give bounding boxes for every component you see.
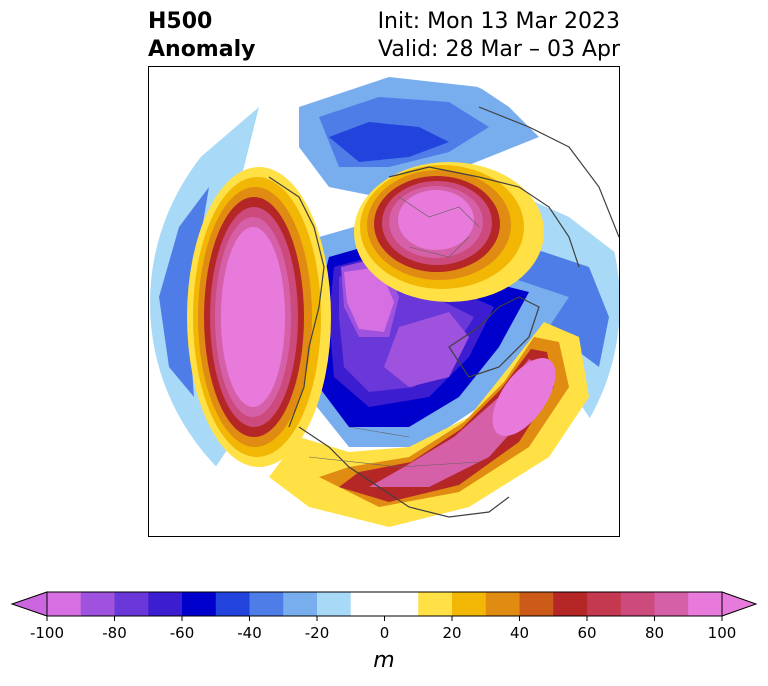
colorbar-cell xyxy=(114,592,149,616)
colorbar-tick-label: 40 xyxy=(510,624,529,642)
colorbar-tick-label: -60 xyxy=(170,624,195,642)
anomaly-blob-violet-hudson xyxy=(384,312,469,387)
valid-period: Valid: 28 Mar – 03 Apr xyxy=(378,37,620,62)
colorbar-tick-label: 20 xyxy=(442,624,461,642)
colorbar-cell xyxy=(620,592,655,616)
colorbar-tick-label: 60 xyxy=(577,624,596,642)
coastline-greenland xyxy=(448,296,540,378)
colorbar-cell xyxy=(519,592,554,616)
map-panel xyxy=(148,66,620,537)
coastline-europe xyxy=(478,106,619,238)
border-lines-americas xyxy=(308,426,480,468)
colorbar-tick-label: 80 xyxy=(645,624,664,642)
colorbar-cell xyxy=(47,592,82,616)
anomaly-blob-magenta-siberia xyxy=(398,190,474,250)
colorbar-cell xyxy=(148,592,183,616)
anomaly-blob-blue-pacific xyxy=(159,187,209,397)
coastline-north-america xyxy=(298,426,510,518)
colorbar-cell xyxy=(654,592,689,616)
coastline-north-america-west xyxy=(268,176,325,428)
colorbar-tick-label: 100 xyxy=(708,624,737,642)
colorbar-over-arrow xyxy=(721,591,758,617)
colorbar-cell xyxy=(485,592,520,616)
colorbar-cell xyxy=(283,592,318,616)
anomaly-map xyxy=(150,77,619,527)
colorbar-tick-label: -100 xyxy=(30,624,64,642)
coastline-eurasia xyxy=(388,166,580,268)
colorbar-cell xyxy=(317,592,352,616)
colorbar-cells xyxy=(47,592,723,616)
chart-title: H500 Anomaly xyxy=(148,8,255,64)
colorbar-cell xyxy=(215,592,250,616)
anomaly-blob-deep-blue-arctic xyxy=(329,122,449,162)
colorbar-ticks: -100 -80 -60 -40 -20 0 20 40 60 80 100 xyxy=(30,616,736,642)
colorbar-tick-label: -40 xyxy=(237,624,262,642)
init-time: Init: Mon 13 Mar 2023 xyxy=(377,9,620,34)
run-info: Init: Mon 13 Mar 2023 Valid: 28 Mar – 03… xyxy=(378,8,620,64)
colorbar-cell xyxy=(418,592,453,616)
colorbar-cell xyxy=(688,592,723,616)
colorbar-cell xyxy=(350,592,419,616)
borders xyxy=(308,196,480,468)
colorbar: -100 -80 -60 -40 -20 0 20 40 60 80 100 xyxy=(10,591,758,642)
anomaly-blob-magenta-atlantic xyxy=(492,358,556,436)
coastlines xyxy=(268,106,619,518)
colorbar-cell xyxy=(553,592,588,616)
anomaly-blob-magenta-pacific xyxy=(221,227,285,407)
colorbar-unit: m xyxy=(373,648,395,673)
title-line-1: H500 xyxy=(148,9,213,34)
anomaly-blob-orange-atlantic xyxy=(319,337,569,507)
colorbar-under-arrow xyxy=(10,591,48,617)
colorbar-tick-label: -80 xyxy=(102,624,127,642)
colorbar-cell xyxy=(452,592,487,616)
border-lines-asia xyxy=(398,196,480,258)
anomaly-field xyxy=(150,77,619,527)
anomaly-blob-magenta-arctic-low xyxy=(344,267,394,332)
colorbar-cell xyxy=(249,592,284,616)
colorbar-cell xyxy=(587,592,622,616)
colorbar-tick-label: 0 xyxy=(380,624,390,642)
colorbar-cell xyxy=(80,592,115,616)
title-line-2: Anomaly xyxy=(148,37,256,62)
colorbar-cell xyxy=(182,592,217,616)
colorbar-tick-label: -20 xyxy=(305,624,330,642)
